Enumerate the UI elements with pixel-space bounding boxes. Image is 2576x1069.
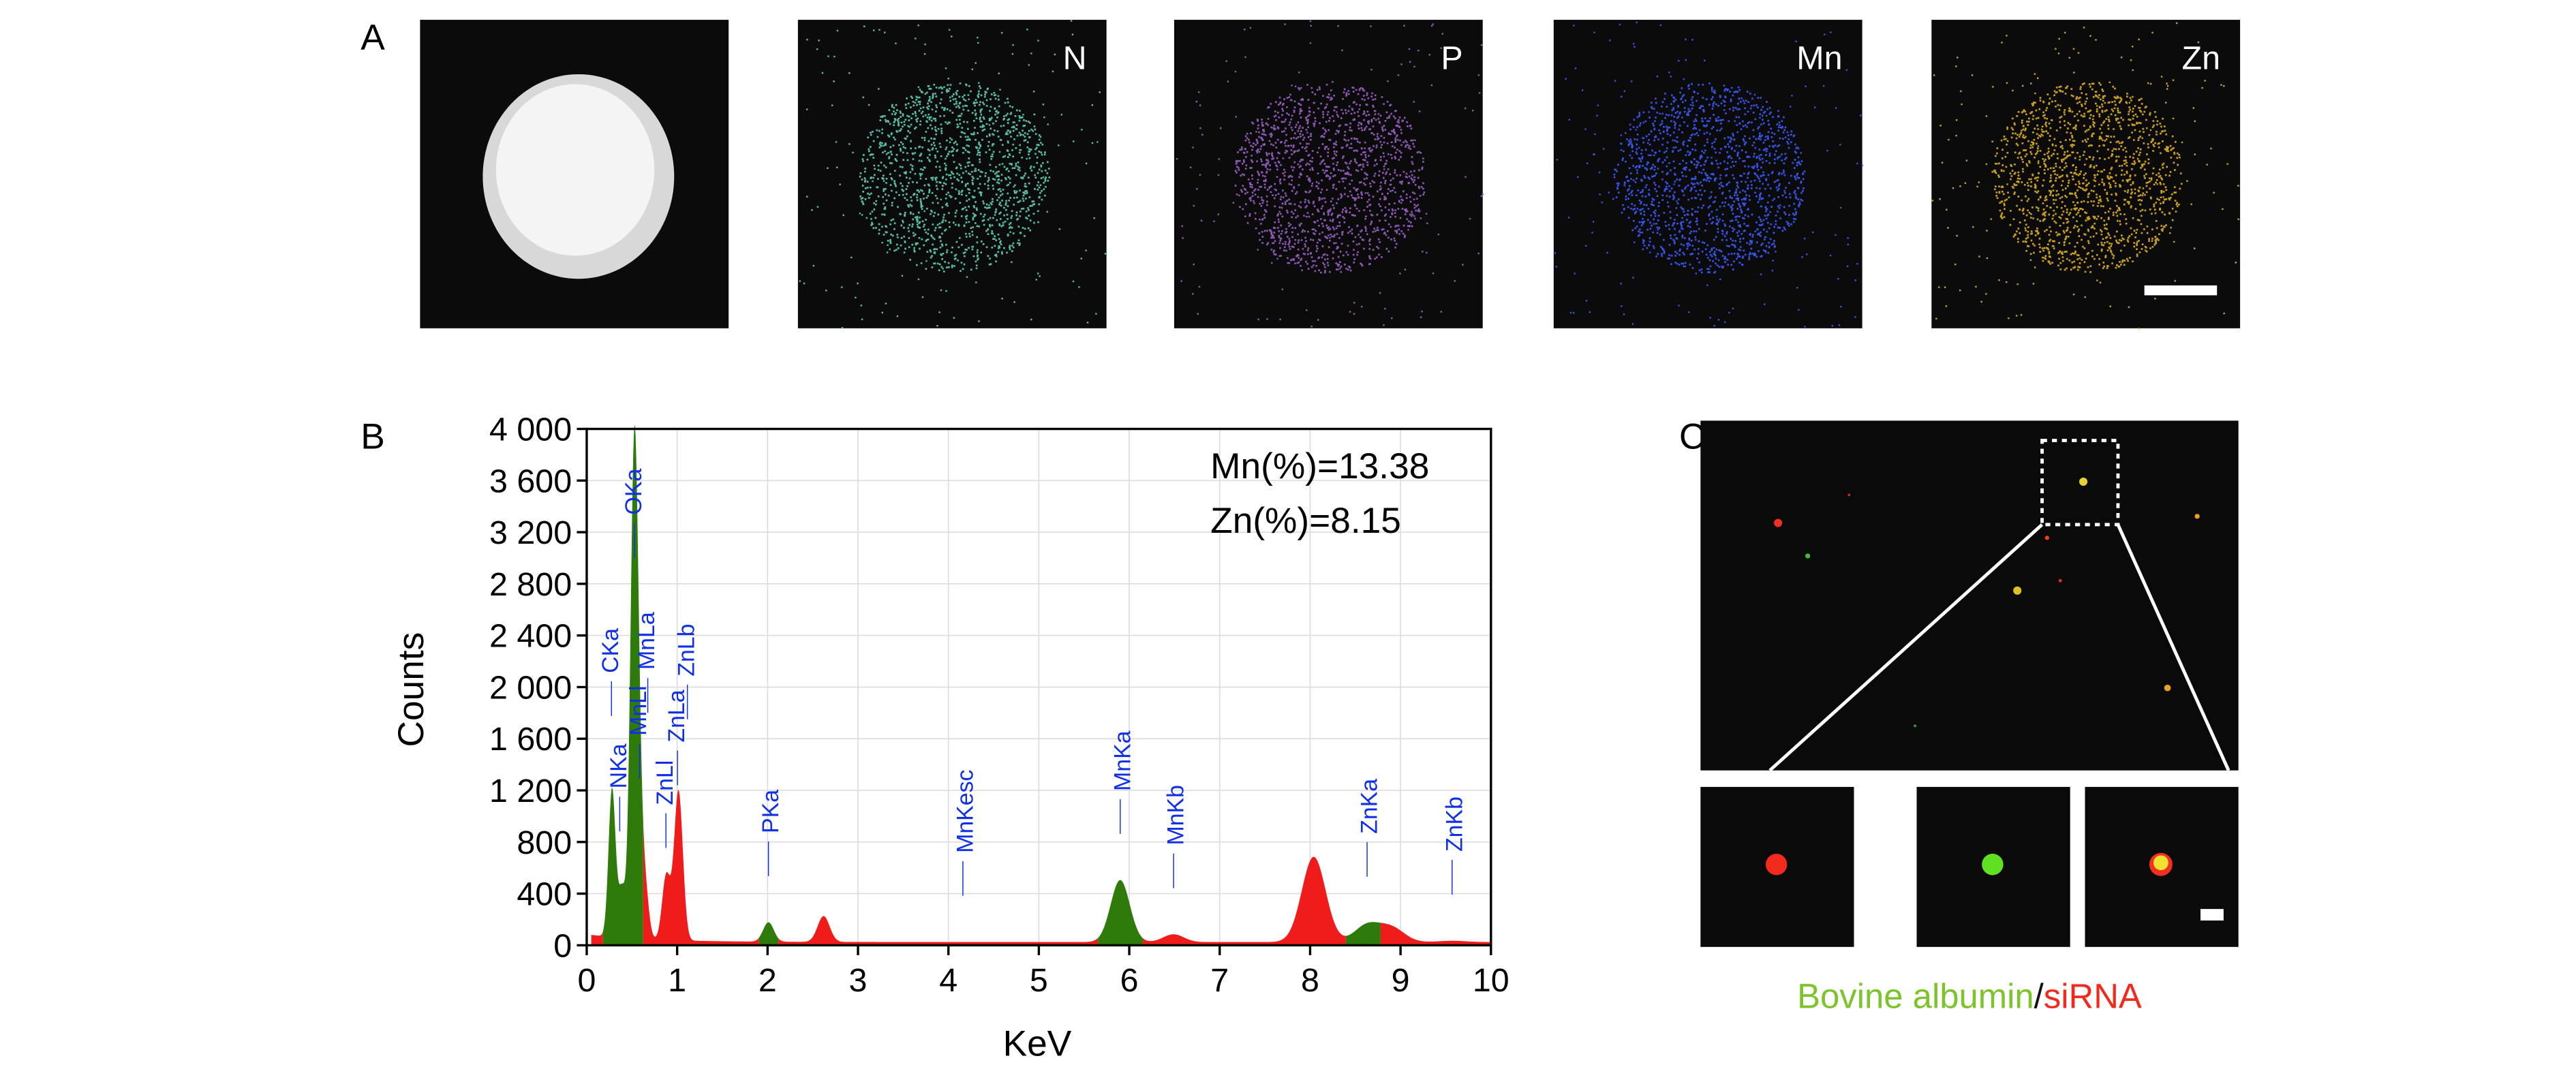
caption-sirna: siRNA [2044,976,2142,1015]
x-tick-label: 3 [849,962,868,999]
map-background [797,20,1107,328]
y-tick-label: 3 600 [489,463,572,499]
peak-label-mnll: MnLl [626,685,651,735]
panel-a-label: A [361,18,385,58]
y-tick-label: 3 200 [489,514,572,551]
fluorescent-spot [2079,477,2088,486]
y-tick-label: 800 [517,824,572,861]
x-tick-label: 0 [577,962,596,999]
map-haadf [420,20,729,328]
map-label: P [1441,40,1462,77]
map-mn: Mn [1553,20,1864,328]
map-p: P [1174,20,1484,328]
peak-label-cka: CKa [598,628,624,673]
x-tick-label: 7 [1210,962,1229,999]
y-tick-label: 4 000 [489,411,572,448]
spot [2153,855,2168,871]
map-label: Zn [2182,40,2221,77]
zoom-region-box [2040,439,2120,527]
elemental-maps: N P Mn Zn [420,20,2241,330]
spectrum-area [1142,856,1346,946]
identified-peak-area [602,424,643,946]
fluorescent-spot [1914,724,1917,728]
fluorescent-spot [1774,518,1783,527]
x-tick-label: 9 [1392,962,1410,999]
caption-bovine-albumin: Bovine albumin [1797,976,2034,1015]
scale-bar [2200,909,2224,921]
identified-peak-area [1345,922,1381,946]
y-tick-label: 0 [553,927,572,964]
element-dots [799,20,1107,329]
peak-label-znla: ZnLa [664,690,690,742]
y-tick-label: 2 400 [489,618,572,655]
y-axis-label: Counts [391,632,431,747]
peak-label-nka: NKa [606,743,632,788]
map-n: N [797,20,1107,329]
peak-label-mnkb: MnKb [1163,785,1189,845]
spot [1982,854,2004,876]
map-background [1174,20,1483,328]
peak-label-pka: PKa [758,790,784,833]
fluorescence-panel [1700,420,2239,947]
zoom-line-right [2116,523,2230,771]
x-tick-label: 6 [1120,962,1139,999]
peak-label-znkb: ZnKb [1441,796,1467,852]
fluorescent-spot [2164,684,2171,692]
annotation-zn: Zn(%)=8.15 [1210,501,1401,541]
particle-core [495,84,655,256]
identified-peak-area [758,922,779,946]
annotation-mn: Mn(%)=13.38 [1210,446,1429,486]
spectrum-area [1380,923,1491,946]
fluorescent-spot [2044,536,2049,540]
fluorescent-spot [1805,553,1811,559]
fluorescent-spot [2194,514,2200,519]
y-tick-label: 2 800 [489,566,572,603]
eds-spectrum-chart: CKa NKa OKa MnLl MnLa ZnLl ZnLa ZnLb PKa MnKesc Mn… [489,411,1509,999]
overview-image [1700,420,2239,771]
x-tick-label: 5 [1030,962,1048,999]
peak-label-znlb: ZnLb [673,624,699,677]
peak-label-mnkesc: MnKesc [952,769,978,852]
spectrum-area [778,916,1099,946]
fluorescent-spot [1847,493,1851,497]
zoom-line-left [1768,523,2044,772]
caption: Bovine albumin/siRNA [1797,976,2142,1015]
x-tick-label: 1 [668,962,686,999]
peak-label-oka: OKa [621,469,647,515]
fluorescent-spot [2058,578,2062,583]
spectrum-area [643,790,759,946]
map-label: Mn [1796,40,1842,77]
fluorescent-spot [2013,586,2022,595]
spot [1765,854,1788,876]
y-tick-label: 1 200 [489,773,572,809]
map-background [1553,20,1862,328]
map-label: N [1063,40,1087,77]
x-axis-label: KeV [1003,1024,1072,1064]
y-tick-label: 400 [517,876,572,913]
peak-label-znll: ZnLl [652,760,678,805]
element-dots [1554,21,1864,328]
scale-bar [2144,285,2218,296]
x-tick-label: 4 [939,962,957,999]
y-tick-label: 1 600 [489,721,572,758]
spectrum-area [591,931,603,946]
x-tick-label: 8 [1301,962,1319,999]
map-zn: Zn [1931,20,2241,330]
peak-label-znka: ZnKa [1357,779,1383,834]
peak-label-mnla: MnLa [634,612,660,670]
panel-b-label: B [361,417,385,457]
caption-separator: / [2034,976,2044,1015]
x-tick-label: 10 [1473,962,1509,999]
peak-label-mnka: MnKa [1109,730,1135,791]
x-tick-label: 2 [758,962,777,999]
identified-peak-area [1098,880,1143,946]
y-tick-label: 2 000 [489,669,572,706]
